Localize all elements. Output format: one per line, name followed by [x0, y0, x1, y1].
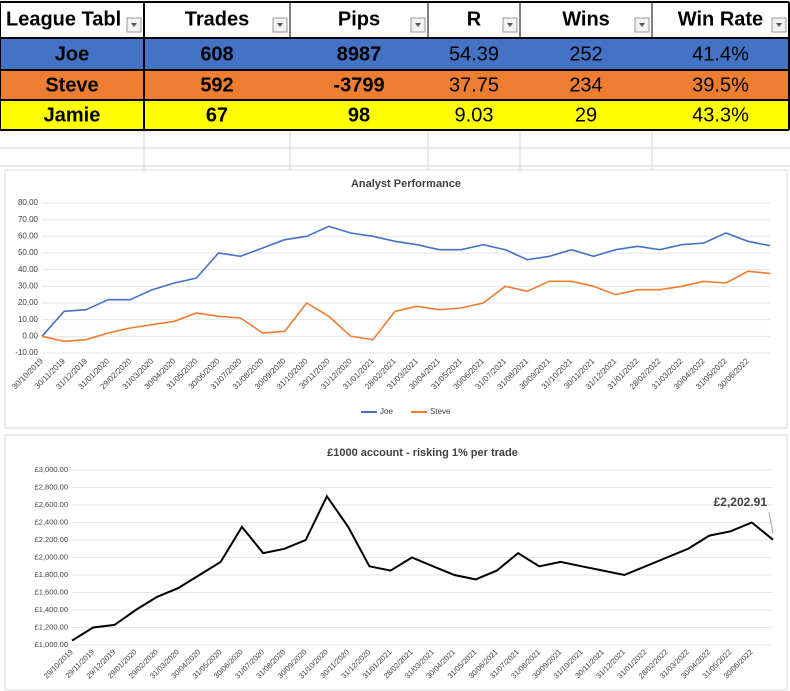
chart-title: Analyst Performance: [351, 178, 461, 190]
column-header: League Tabl: [6, 8, 121, 30]
table-cell: 252: [569, 43, 602, 65]
column-header: Wins: [562, 8, 610, 30]
legend-label: Steve: [430, 407, 451, 416]
table-cell: -3799: [333, 74, 384, 96]
y-tick-label: £2,800.00: [35, 482, 68, 491]
table-cell: 592: [200, 74, 233, 96]
row-background: [0, 100, 789, 130]
data-line: [41, 225, 771, 337]
y-tick-label: £1,600.00: [35, 587, 68, 596]
table-cell: 234: [569, 74, 602, 96]
sheet-grid: [0, 130, 790, 170]
table-cell: 29: [575, 104, 597, 126]
y-tick-label: £2,200.00: [35, 535, 68, 544]
column-header: R: [467, 8, 482, 30]
column-header: Trades: [185, 8, 249, 30]
data-line: [71, 494, 774, 642]
y-tick-label: £1,000.00: [35, 640, 68, 649]
y-tick-label: 40.00: [18, 265, 39, 274]
chart-title: £1000 account - risking 1% per trade: [327, 447, 518, 459]
filter-arrow: [639, 23, 645, 27]
table-cell: 37.75: [449, 74, 499, 96]
y-tick-label: 10.00: [18, 315, 39, 324]
row-background: [0, 38, 789, 70]
column-header: Win Rate: [678, 8, 763, 30]
y-tick-label: 30.00: [18, 281, 39, 290]
table-cell: Jamie: [44, 104, 101, 126]
filter-arrow: [415, 23, 421, 27]
table-cell: 8987: [337, 43, 382, 65]
legend-label: Joe: [380, 407, 393, 416]
y-tick-label: £1,800.00: [35, 570, 68, 579]
filter-arrow: [776, 23, 782, 27]
table-cell: 9.03: [455, 104, 494, 126]
y-tick-label: 20.00: [18, 298, 39, 307]
table-cell: Joe: [55, 43, 89, 65]
chart-frame: [4, 169, 788, 429]
filter-arrow: [277, 23, 283, 27]
y-tick-label: 50.00: [18, 248, 39, 257]
table-cell: 41.4%: [692, 43, 749, 65]
chart-frame: [4, 434, 788, 691]
y-tick-label: 70.00: [18, 215, 39, 224]
y-tick-label: -10.00: [15, 348, 38, 357]
y-tick-label: 0.00: [22, 331, 38, 340]
table-cell: Steve: [45, 74, 98, 96]
label-leader: [768, 511, 774, 534]
table-cell: 54.39: [449, 43, 499, 65]
table-cell: 67: [206, 104, 228, 126]
table-cell: 39.5%: [692, 74, 749, 96]
data-line: [41, 270, 771, 343]
data-label: £2,202.91: [714, 495, 768, 509]
y-tick-label: £2,400.00: [35, 517, 68, 526]
y-tick-label: 80.00: [18, 198, 39, 207]
row-background: [0, 70, 789, 100]
table-cell: 98: [348, 104, 370, 126]
table-cell: 43.3%: [692, 104, 749, 126]
y-tick-label: £1,200.00: [35, 622, 68, 631]
table-cell: 608: [200, 43, 233, 65]
filter-arrow: [131, 23, 137, 27]
y-tick-label: £1,400.00: [35, 605, 68, 614]
filter-arrow: [507, 23, 513, 27]
y-tick-label: £3,000.00: [35, 465, 68, 474]
column-header: Pips: [338, 8, 380, 30]
y-tick-label: £2,600.00: [35, 500, 68, 509]
y-tick-label: £2,000.00: [35, 552, 68, 561]
y-tick-label: 60.00: [18, 231, 39, 240]
